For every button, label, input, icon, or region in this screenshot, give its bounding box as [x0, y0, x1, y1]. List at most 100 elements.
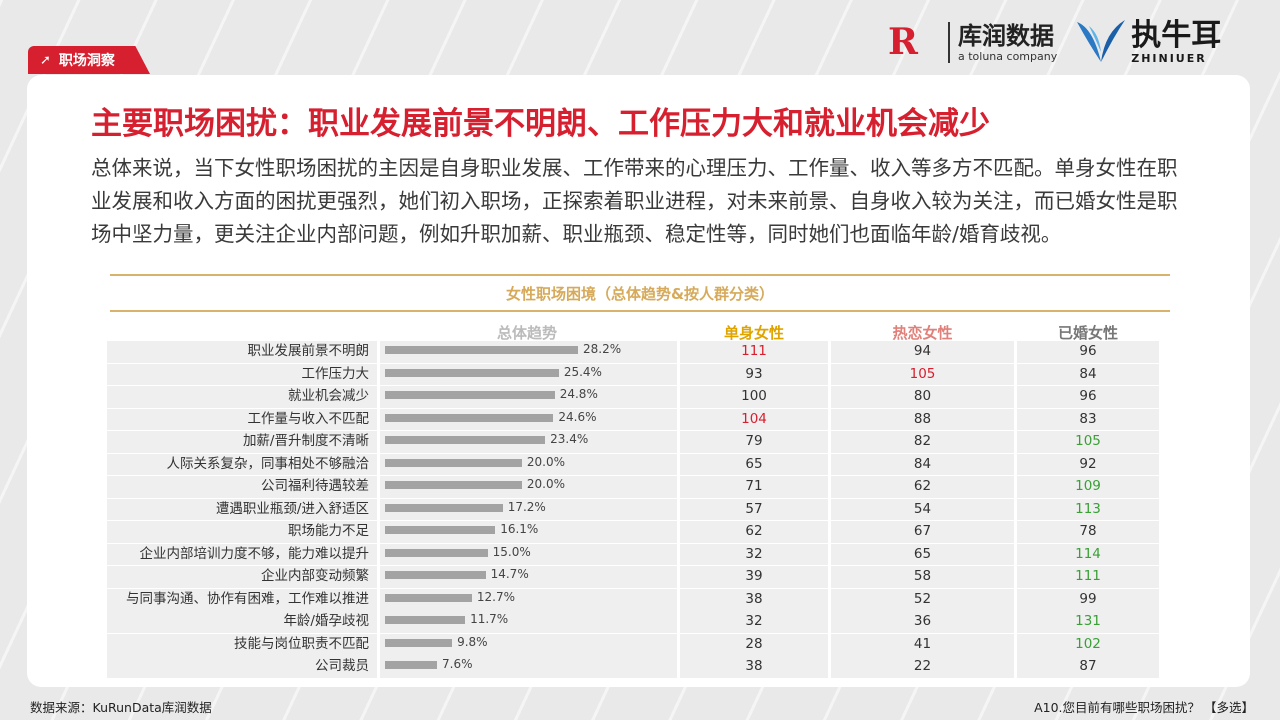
overall-value-label: 14.7% — [490, 567, 529, 582]
overall-bar — [385, 436, 546, 445]
table-row: 就业机会减少 24.8% 100 80 96 — [107, 386, 1159, 408]
table-row: 年龄/婚孕歧视 11.7% 32 36 131 — [107, 611, 1159, 634]
overall-bar — [385, 413, 554, 422]
table-row: 人际关系复杂，同事相处不够融洽 20.0% 65 84 92 — [107, 453, 1159, 476]
arrow-up-right-icon: ➚ — [40, 52, 51, 68]
overall-value-label: 11.7% — [470, 612, 509, 627]
single-value: 104 — [741, 410, 767, 427]
in-love-value: 52 — [913, 590, 932, 607]
in-love-value: 94 — [913, 343, 932, 359]
married-value: 111 — [1075, 568, 1101, 585]
single-value: 93 — [745, 365, 763, 382]
category-label: 年龄/婚孕歧视 — [283, 613, 369, 630]
overall-value-label: 16.1% — [500, 522, 539, 537]
overall-bar — [385, 526, 496, 535]
category-label: 企业内部变动频繁 — [261, 568, 369, 585]
kurun-logo: R 库润数据 a toluna company — [888, 20, 1057, 64]
overall-value-label: 15.0% — [492, 544, 531, 559]
single-value: 71 — [745, 478, 763, 495]
in-love-value: 80 — [913, 388, 932, 405]
overall-value-label: 28.2% — [583, 342, 622, 356]
category-label: 与同事沟通、协作有困难，工作难以推进 — [126, 590, 369, 607]
overall-value-label: 17.2% — [507, 499, 546, 514]
married-value: 87 — [1079, 658, 1097, 675]
column-header-single: 单身女性 — [723, 324, 784, 342]
page-title: 主要职场困扰：职业发展前景不明朗、工作压力大和就业机会减少 — [91, 106, 990, 142]
category-label: 公司福利待遇较差 — [261, 478, 369, 495]
overall-value-label: 23.4% — [550, 432, 589, 447]
table-row: 工作压力大 25.4% 93 105 84 — [107, 363, 1159, 386]
single-value: 65 — [745, 455, 763, 472]
table-row: 企业内部变动频繁 14.7% 39 58 111 — [107, 566, 1159, 588]
married-value: 92 — [1079, 455, 1097, 472]
married-value: 105 — [1075, 433, 1101, 450]
section-tag-label: 职场洞察 — [58, 53, 115, 69]
in-love-value: 67 — [913, 523, 932, 540]
logos: R 库润数据 a toluna company 执牛耳 ZHINIUER — [888, 18, 1221, 66]
in-love-value: 82 — [913, 433, 932, 450]
category-label: 工作量与收入不匹配 — [247, 410, 370, 427]
in-love-value: 62 — [913, 478, 932, 495]
overall-bar — [385, 368, 559, 377]
table-row: 职场能力不足 16.1% 62 67 78 — [107, 521, 1159, 543]
married-value: 96 — [1079, 343, 1097, 359]
overall-value-label: 25.4% — [563, 364, 602, 379]
single-value: 111 — [741, 343, 767, 359]
overall-bar — [385, 458, 522, 467]
married-value: 114 — [1075, 545, 1101, 562]
zhiniuer-logo-name: 执牛耳 — [1131, 17, 1222, 53]
married-value: 83 — [1079, 410, 1097, 427]
overall-value-label: 12.7% — [476, 589, 516, 604]
column-header-in-love: 热恋女性 — [892, 324, 953, 342]
single-value: 62 — [745, 523, 763, 540]
in-love-value: 54 — [913, 500, 932, 517]
overall-bar — [385, 503, 503, 512]
overall-value-label: 20.0% — [526, 454, 565, 469]
single-value: 28 — [745, 635, 763, 652]
table-row: 公司福利待遇较差 20.0% 71 62 109 — [107, 476, 1159, 498]
single-value: 32 — [745, 545, 763, 562]
overall-bar — [385, 346, 578, 354]
in-love-value: 84 — [913, 455, 932, 472]
question-note: A10.您目前有哪些职场困扰？ 【多选】 — [1034, 700, 1254, 715]
category-label: 加薪/晋升制度不清晰 — [242, 433, 369, 450]
kurun-logo-mark: R — [888, 21, 918, 63]
overall-bar — [385, 616, 466, 625]
summary-paragraph: 总体来说，当下女性职场困扰的主因是自身职业发展、工作带来的心理压力、工作量、收入… — [91, 156, 1178, 246]
overall-bar — [385, 571, 486, 580]
category-label: 技能与岗位职责不匹配 — [234, 635, 369, 652]
overall-bar — [385, 391, 555, 400]
single-value: 57 — [745, 500, 763, 517]
married-value: 78 — [1079, 523, 1097, 540]
category-label: 遭遇职业瓶颈/进入舒适区 — [215, 500, 369, 517]
overall-bar — [385, 638, 453, 647]
in-love-value: 36 — [913, 613, 932, 630]
table-row: 加薪/晋升制度不清晰 23.4% 79 82 105 — [107, 431, 1159, 453]
overall-bar — [385, 548, 488, 557]
column-header-married: 已婚女性 — [1057, 324, 1118, 342]
single-value: 38 — [745, 658, 763, 675]
single-value: 39 — [745, 568, 763, 585]
kurun-logo-name: 库润数据 — [958, 21, 1054, 50]
category-label: 人际关系复杂，同事相处不够融洽 — [166, 455, 370, 472]
chart-title: 女性职场困境（总体趋势&按人群分类） — [110, 274, 1170, 312]
in-love-value: 88 — [913, 410, 932, 427]
in-love-value: 58 — [913, 568, 932, 585]
married-value: 109 — [1075, 478, 1101, 495]
data-source: 数据来源：KuRunData库润数据 — [30, 700, 212, 715]
in-love-value: 41 — [913, 635, 932, 652]
category-label: 公司裁员 — [315, 658, 369, 675]
married-value: 96 — [1079, 388, 1097, 405]
single-value: 32 — [745, 613, 763, 630]
category-label: 职场能力不足 — [288, 523, 369, 540]
table-row: 职业发展前景不明朗 28.2% 111 94 96 — [107, 341, 1159, 363]
category-label: 工作压力大 — [301, 365, 370, 382]
single-value: 100 — [741, 388, 767, 405]
table-row: 技能与岗位职责不匹配 9.8% 28 41 102 — [107, 633, 1159, 656]
table-row: 遭遇职业瓶颈/进入舒适区 17.2% 57 54 113 — [107, 498, 1159, 521]
overall-bar — [385, 593, 472, 602]
section-tag: ➚ 职场洞察 — [28, 46, 150, 74]
overall-bar — [385, 481, 522, 490]
married-value: 99 — [1079, 590, 1097, 607]
overall-value-label: 9.8% — [457, 634, 488, 649]
